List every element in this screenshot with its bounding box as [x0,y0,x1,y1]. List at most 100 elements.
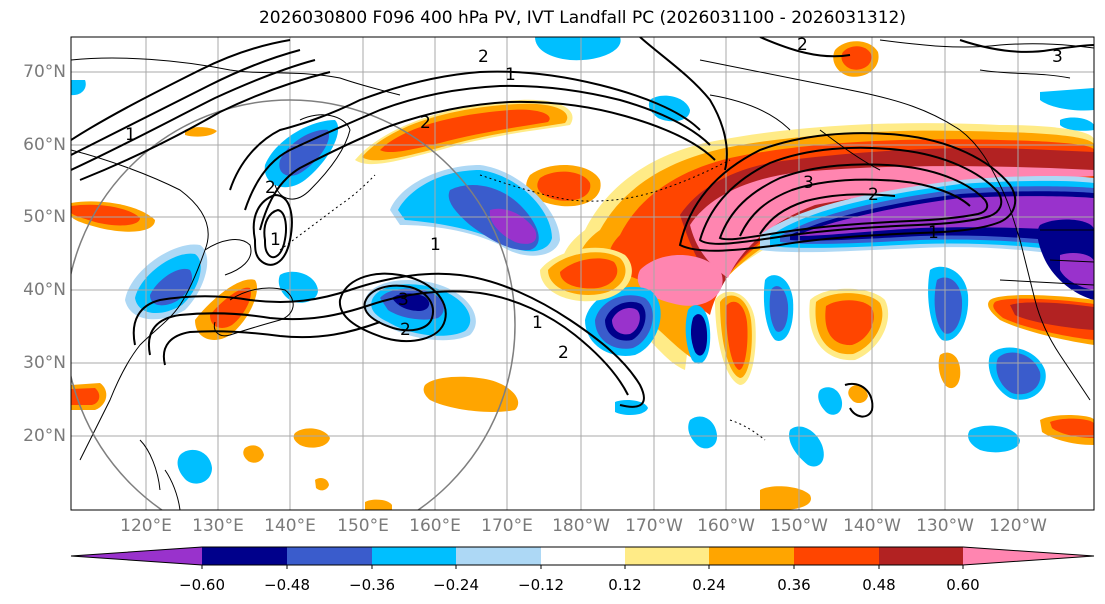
contour-east-4 [739,178,971,237]
contour-nw-3 [71,59,316,171]
contour-label: 1 [532,313,543,333]
contour-top-2 [759,37,851,58]
colorbar-tick-label: −0.24 [433,576,479,594]
positive-top-red [841,46,872,70]
lon-label: 140°E [264,516,316,536]
contour-mid-5 [363,284,434,332]
lat-label: 60°N [23,135,66,155]
colorbar-extend-left [71,547,202,565]
contour-label: 3 [398,290,409,310]
colorbar-tick-label: 0.36 [777,576,811,594]
contour-kam-2 [244,84,711,211]
lat-label: 70°N [23,62,66,82]
negative-sub-3-blue [769,286,789,332]
contour-east-5 [759,193,896,235]
negative-sub-15-cyan [1060,117,1094,131]
contour-label: 3 [803,173,814,193]
contour-label: 3 [1052,47,1063,67]
positive-sub-3-red [825,300,874,346]
map-frame [70,36,1095,511]
contour-mid-3 [162,321,381,366]
negative-sub-10-cyan [177,449,212,484]
positive-sub-4-darkred [1010,302,1094,330]
contour-label: 1 [270,230,281,250]
colorbar-segment [879,547,963,565]
negative-sub-6-cyan [968,425,1020,453]
positive-central-red [537,171,591,201]
coast-kurils [279,174,376,251]
contour-east-2 [698,146,1003,245]
positive-sub-1-red [560,258,618,289]
colorbar-tick-label: −0.36 [349,576,395,594]
ivt-contours [71,37,1094,418]
colorbar-extend-right [963,547,1094,565]
lon-label: 170°W [625,516,683,536]
colorbar-tick-label: 0.48 [862,576,896,594]
map-panel [71,37,1094,510]
negative-sub-11-cyan [278,271,318,303]
coast-north-america [999,229,1094,401]
colorbar-segment [794,547,879,565]
coast-kamchatka [274,114,351,200]
coast-japan [213,287,294,337]
colorbar-segment [456,547,541,565]
colorbar-tick-label: −0.60 [179,576,225,594]
coast-asia [71,57,401,461]
negative-sub-14-cyan [1040,88,1094,111]
contour-label: 2 [797,35,808,55]
lon-label: 120°W [989,516,1047,536]
contour-label-group: 2 1 2 3 1 2 1 3 2 2 1 3 1 2 2 1 [125,35,1063,363]
contour-label: 2 [478,47,489,67]
contour-mid-2 [147,290,629,396]
positive-sub-9-orange [243,445,264,463]
negative-kamchatka-blue [279,129,330,176]
colorbar-tick-label: −0.48 [264,576,310,594]
positive-sub-14-orange [848,385,868,404]
colorbar-segment [287,547,372,565]
contour-label: 2 [868,185,879,205]
negative-aleutian-purple [489,208,537,244]
lon-label: 150°W [770,516,828,536]
contour-label: 2 [420,113,431,133]
contour-east-3 [718,163,989,241]
colorbar-segment [625,547,709,565]
lat-label: 30°N [23,353,66,373]
colorbar-segment [372,547,456,565]
lat-label: 50°N [23,207,66,227]
positive-sub-15-orange [315,477,329,491]
colorbar-segment [709,547,794,565]
lon-label: 180°W [552,516,610,536]
graticule [71,37,1094,510]
lon-label: 130°E [192,516,244,536]
colorbar-tick-label: −0.12 [518,576,564,594]
contour-nw-1 [71,39,291,141]
contour-label: 1 [430,235,441,255]
coast-taiwan-phil [139,439,181,510]
contour-label: 1 [928,223,939,243]
contour-top-3 [959,39,1094,53]
contour-label: 1 [125,125,136,145]
lat-label: 20°N [23,426,66,446]
colorbar-tick-label: 0.60 [946,576,980,594]
pv-anomaly-fill [71,37,1094,510]
positive-sub-2-red [726,301,748,370]
colorbar-segment [202,547,287,565]
map-title: 2026030800 F096 400 hPa PV, IVT Landfall… [258,8,906,28]
colorbar-tick-label: 0.24 [692,576,726,594]
contour-label: 2 [265,178,276,198]
coastlines [71,39,1094,510]
negative-sub-8-cyan [688,416,718,449]
positive-china-red [71,204,140,226]
contour-label: 1 [505,65,516,85]
lat-label: 40°N [23,280,66,300]
colorbar-segment [541,547,625,565]
lon-label: 160°E [409,516,461,536]
negative-west-blue [150,268,193,306]
negative-band-purple [800,196,1094,236]
positive-sub-6-orange [423,376,519,412]
positive-sub-5-red [1050,418,1094,438]
negative-sub-2-navy [690,314,708,356]
contour-east-1 [678,132,1017,252]
lon-label: 160°W [697,516,755,536]
